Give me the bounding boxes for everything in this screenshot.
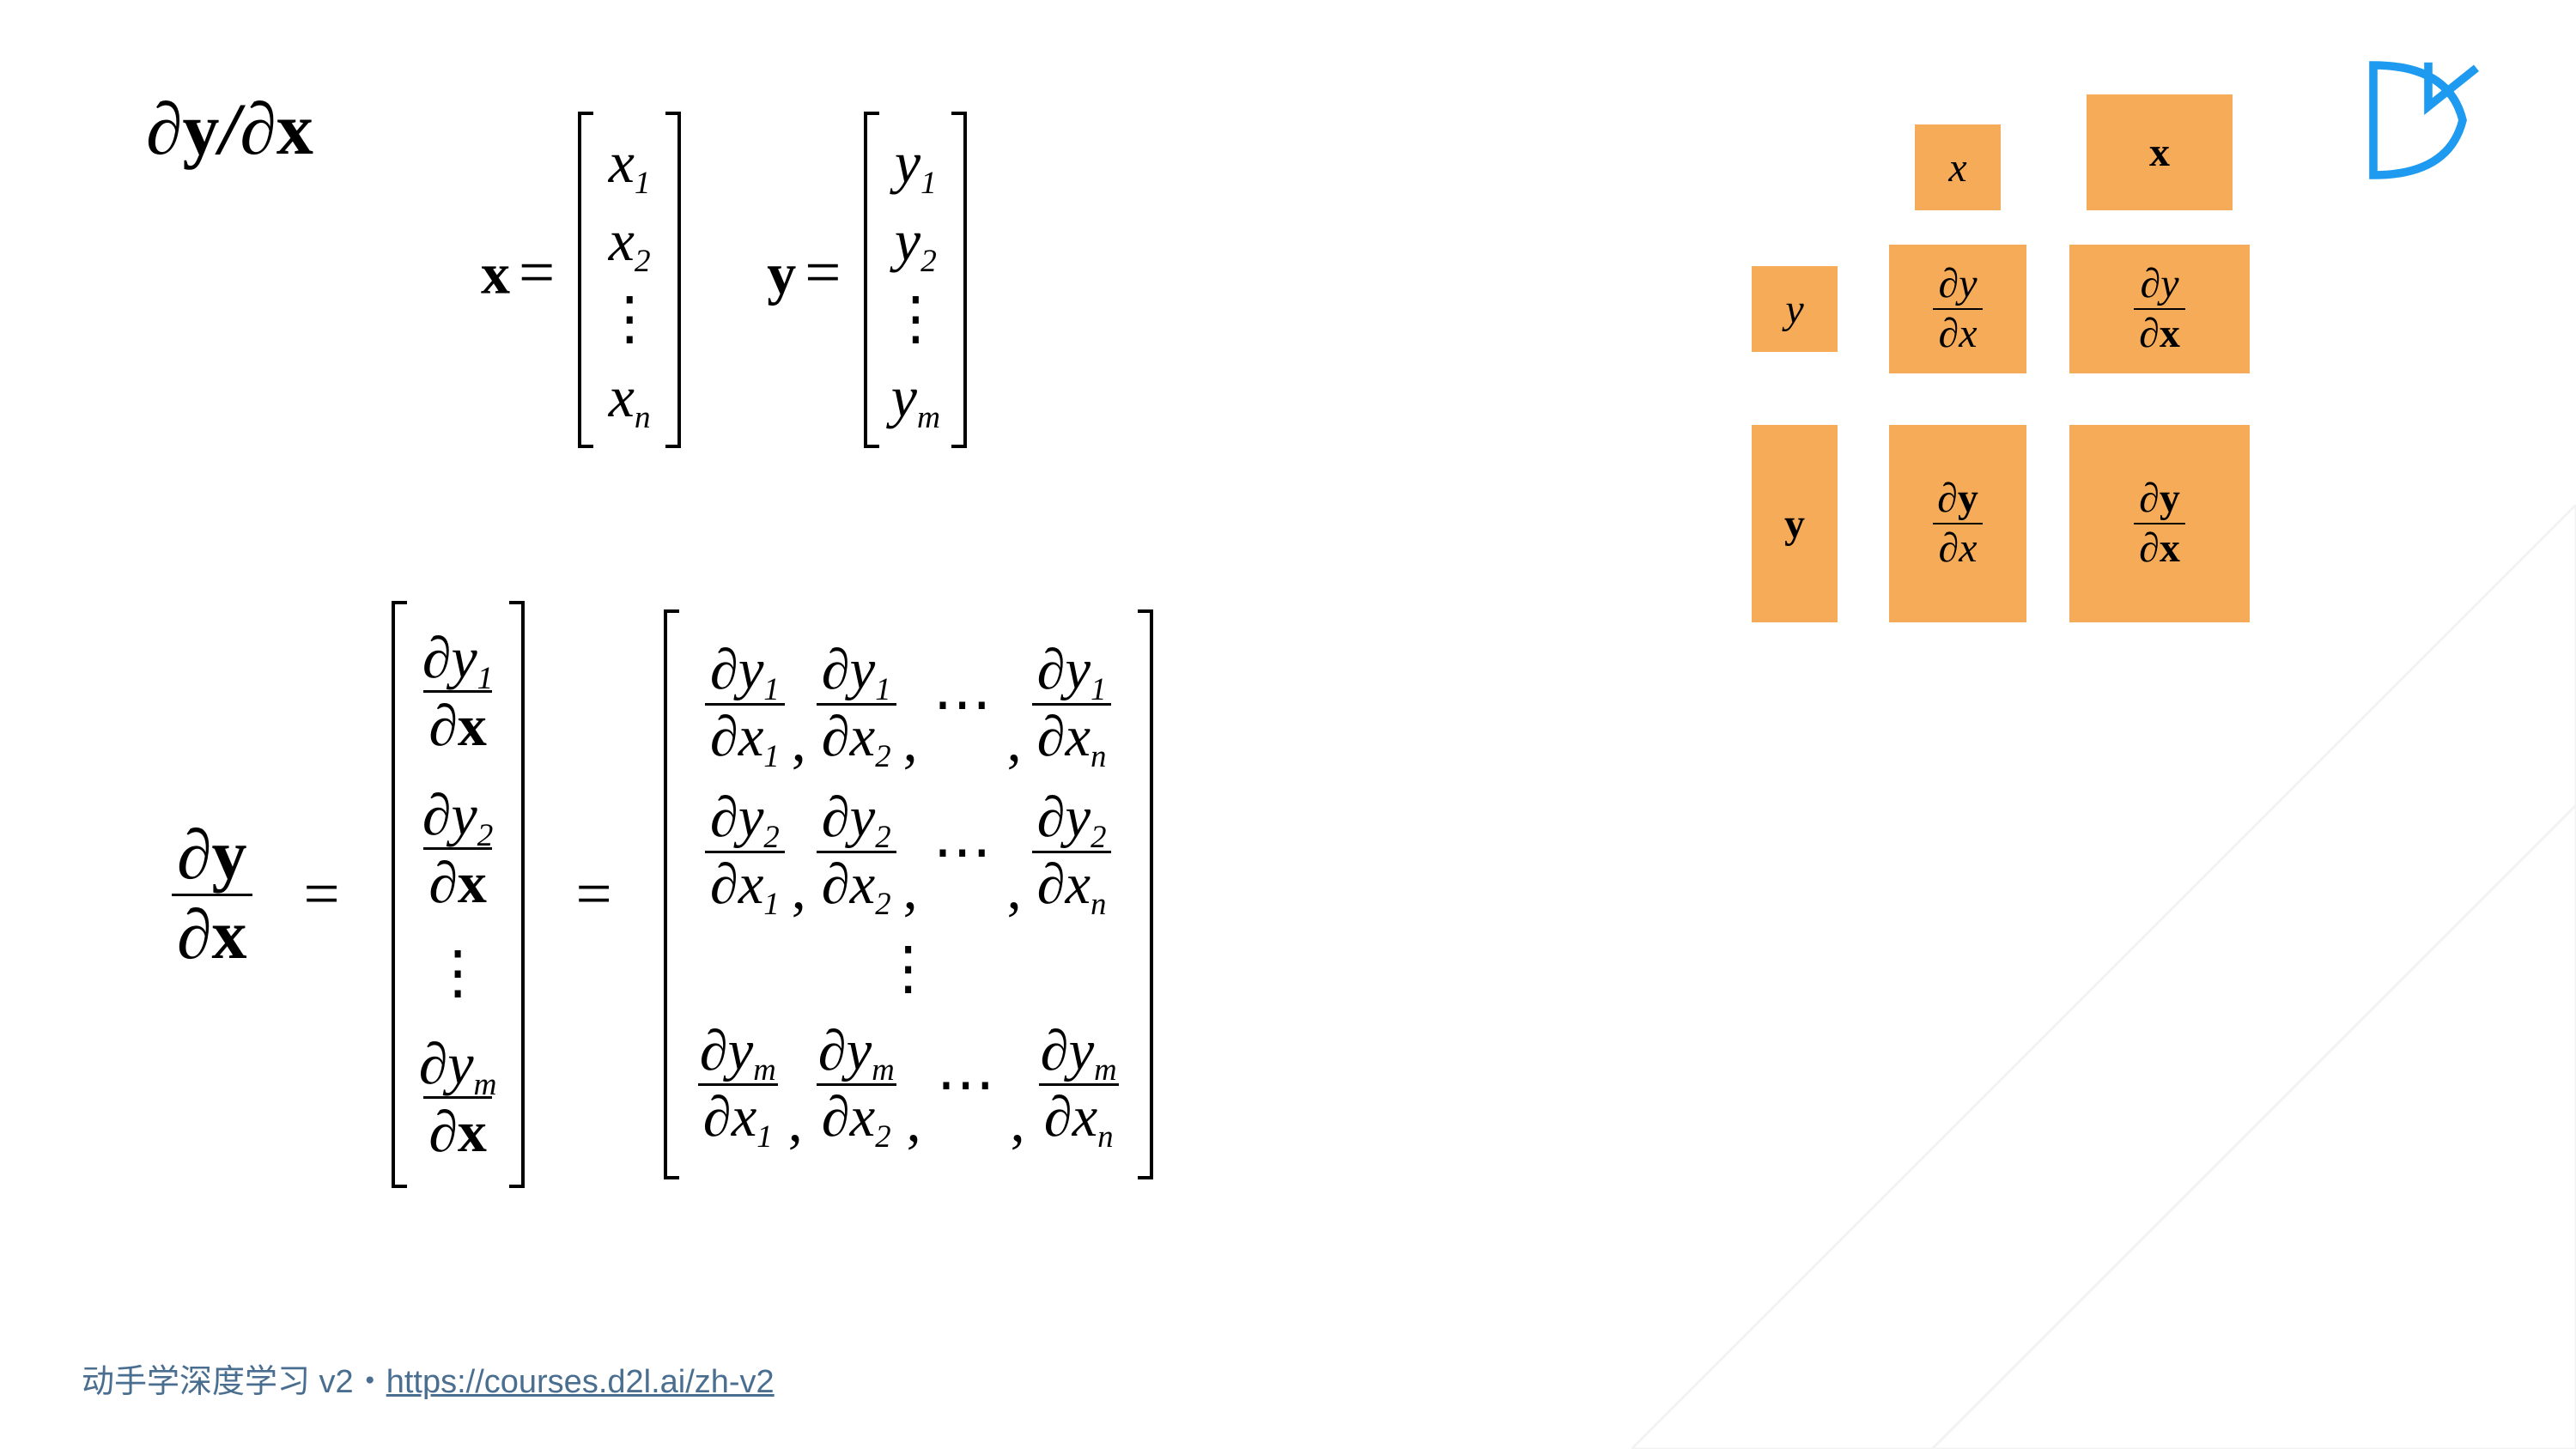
grid-cell-dy_dbx: ∂y∂x <box>2069 245 2250 373</box>
d2l-logo-icon <box>2353 52 2490 189</box>
vector-definitions: x= x1x2⋮xn y= y1y2⋮ym <box>481 112 967 448</box>
y-vector-bracket: y1y2⋮ym <box>864 112 967 448</box>
footer-link[interactable]: https://courses.d2l.ai/zh-v2 <box>386 1364 775 1400</box>
grid-cell-dby_dbx: ∂y∂x <box>2069 425 2250 622</box>
grid-cell-x: x <box>1915 124 2001 210</box>
jacobian-lhs: ∂y ∂x <box>172 820 252 970</box>
footer: 动手学深度学习 v2・https://courses.d2l.ai/zh-v2 <box>82 1355 775 1402</box>
grid-cell-by: y <box>1752 425 1838 622</box>
background-triangle-icon <box>1631 505 2576 1449</box>
grid-cell-dby_dx: ∂y∂x <box>1889 425 2026 622</box>
jacobian-matrix: ∂y1∂x1,∂y1∂x2,⋯,∂y1∂xn∂y2∂x1,∂y2∂x2,⋯,∂y… <box>664 609 1153 1179</box>
grid-cell-bx: x <box>2087 94 2233 210</box>
x-eq: x= x1x2⋮xn <box>481 112 681 448</box>
y-eq: y= y1y2⋮ym <box>767 112 967 448</box>
grid-cell-y: y <box>1752 266 1838 352</box>
jacobian-column: ∂y1∂x∂y2∂x⋮∂ym∂x <box>392 601 525 1188</box>
jacobian-expression: ∂y ∂x = ∂y1∂x∂y2∂x⋮∂ym∂x = ∂y1∂x1,∂y1∂x2… <box>172 601 1153 1188</box>
footer-text: 动手学深度学习 v2・ <box>82 1364 386 1400</box>
x-vector-bracket: x1x2⋮xn <box>578 112 681 448</box>
grid-cell-dy_dx: ∂y∂x <box>1889 245 2026 373</box>
slide-title: ∂y/∂x <box>146 86 313 172</box>
